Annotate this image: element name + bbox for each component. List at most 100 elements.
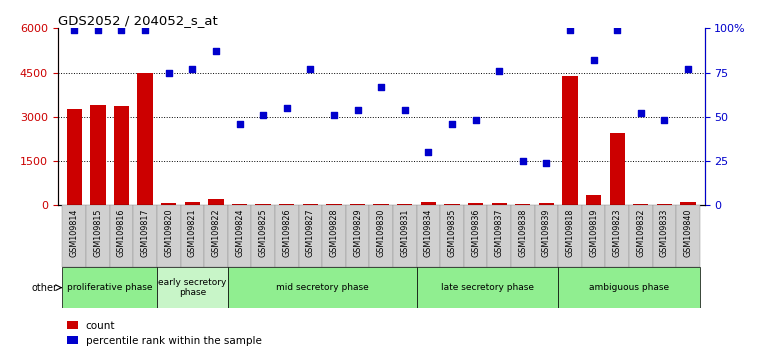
Bar [133, 205, 157, 267]
Bar [114, 107, 129, 205]
Point [682, 66, 695, 72]
Bar [157, 267, 228, 308]
Bar [582, 205, 605, 267]
Bar [464, 205, 487, 267]
Point [328, 112, 340, 118]
Point [375, 84, 387, 90]
Bar [370, 205, 393, 267]
Bar [558, 267, 700, 308]
Point [493, 68, 505, 74]
Bar [303, 204, 318, 205]
Text: GSM109827: GSM109827 [306, 209, 315, 257]
Bar [676, 205, 700, 267]
Text: GSM109834: GSM109834 [424, 209, 433, 257]
Text: early secretory
phase: early secretory phase [158, 278, 226, 297]
Bar [610, 133, 625, 205]
Bar [228, 267, 417, 308]
Bar [232, 204, 247, 205]
Bar [444, 204, 460, 205]
Text: GSM109836: GSM109836 [471, 209, 480, 257]
Text: GSM109830: GSM109830 [377, 209, 386, 257]
Bar [629, 205, 653, 267]
Text: proliferative phase: proliferative phase [67, 283, 152, 292]
Bar [539, 203, 554, 205]
Text: GSM109839: GSM109839 [542, 209, 551, 257]
Bar [346, 205, 370, 267]
Point [517, 158, 529, 164]
Text: late secretory phase: late secretory phase [441, 283, 534, 292]
Text: GSM109831: GSM109831 [400, 209, 410, 257]
Point [162, 70, 175, 75]
Text: GSM109835: GSM109835 [447, 209, 457, 257]
Bar [491, 203, 507, 205]
Text: GSM109838: GSM109838 [518, 209, 527, 257]
Point [634, 110, 647, 116]
Text: GSM109818: GSM109818 [565, 209, 574, 257]
Bar [468, 203, 484, 205]
Text: GDS2052 / 204052_s_at: GDS2052 / 204052_s_at [58, 14, 217, 27]
Text: GSM109828: GSM109828 [330, 209, 339, 257]
Bar [322, 205, 346, 267]
Bar [586, 195, 601, 205]
Bar [440, 205, 464, 267]
Bar [562, 76, 578, 205]
Point [233, 121, 246, 127]
Bar [299, 205, 322, 267]
Text: GSM109826: GSM109826 [283, 209, 291, 257]
Text: other: other [32, 282, 57, 293]
Bar [109, 205, 133, 267]
Text: GSM109837: GSM109837 [494, 209, 504, 257]
Bar [86, 205, 109, 267]
Bar [185, 202, 200, 205]
Bar [657, 204, 672, 205]
Point [446, 121, 458, 127]
Point [351, 107, 363, 113]
Text: GSM109840: GSM109840 [684, 209, 692, 257]
Bar [605, 205, 629, 267]
Bar [558, 205, 582, 267]
Point [658, 118, 671, 123]
Bar [653, 205, 676, 267]
Text: GSM109823: GSM109823 [613, 209, 621, 257]
Text: GSM109832: GSM109832 [636, 209, 645, 257]
Text: GSM109829: GSM109829 [353, 209, 362, 257]
Bar [534, 205, 558, 267]
Text: GSM109824: GSM109824 [235, 209, 244, 257]
Point [139, 27, 151, 33]
Text: GSM109816: GSM109816 [117, 209, 126, 257]
Point [68, 27, 80, 33]
Bar [326, 204, 342, 205]
Point [280, 105, 293, 111]
Text: GSM109833: GSM109833 [660, 209, 669, 257]
Bar [228, 205, 251, 267]
Bar [161, 203, 176, 205]
Bar [62, 205, 86, 267]
Bar [208, 199, 223, 205]
Bar [681, 202, 696, 205]
Bar [275, 205, 299, 267]
Text: GSM109820: GSM109820 [164, 209, 173, 257]
Bar [417, 205, 440, 267]
Bar [397, 204, 413, 205]
Text: GSM109821: GSM109821 [188, 209, 197, 257]
Text: GSM109815: GSM109815 [93, 209, 102, 257]
Point [209, 48, 222, 54]
Bar [62, 267, 157, 308]
Text: GSM109819: GSM109819 [589, 209, 598, 257]
Point [611, 27, 624, 33]
Bar [180, 205, 204, 267]
Point [116, 27, 128, 33]
Text: mid secretory phase: mid secretory phase [276, 283, 369, 292]
Bar [511, 205, 534, 267]
Point [470, 118, 482, 123]
Legend: count, percentile rank within the sample: count, percentile rank within the sample [63, 317, 266, 350]
Point [186, 66, 199, 72]
Bar [417, 267, 558, 308]
Point [541, 160, 553, 166]
Bar [279, 204, 294, 205]
Bar [90, 105, 105, 205]
Bar [420, 202, 436, 205]
Bar [251, 205, 275, 267]
Bar [66, 109, 82, 205]
Bar [256, 204, 271, 205]
